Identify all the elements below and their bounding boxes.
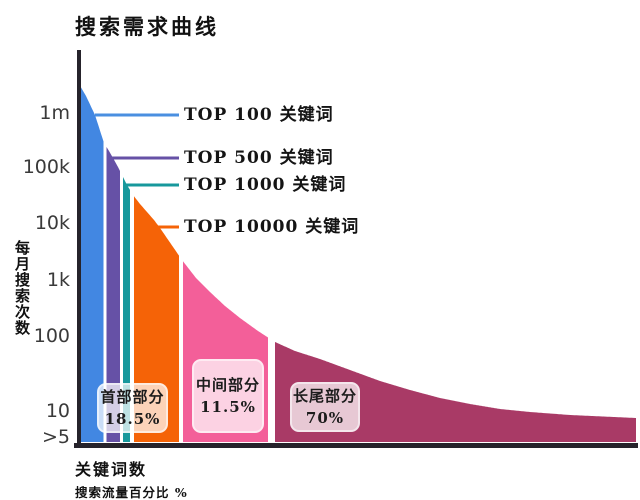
top-500-band — [106, 147, 120, 442]
section-percent: 18.5% — [104, 410, 161, 428]
section-box: 长尾部分 70% — [290, 382, 360, 432]
legend-label: TOP 100 关键词 — [184, 105, 334, 125]
top-10000-band — [134, 196, 179, 442]
y-tick-label: >5 — [41, 426, 70, 448]
section-percent: 11.5% — [200, 398, 256, 416]
section-name: 长尾部分 — [292, 387, 357, 405]
y-axis-title: 每月搜索次数 — [13, 240, 31, 336]
section-box: 首部部分 18.5% — [97, 383, 168, 433]
x-axis-line — [74, 443, 638, 448]
traffic-percent-footnote: 搜索流量百分比 % — [75, 485, 188, 500]
y-tick-label: 10k — [34, 212, 70, 234]
legend-label: TOP 500 关键词 — [184, 148, 334, 168]
long-tail-band — [275, 342, 636, 442]
section-name: 中间部分 — [195, 376, 260, 394]
y-tick-label: 100k — [22, 156, 70, 178]
section-box: 中间部分 11.5% — [192, 359, 264, 433]
y-axis-line — [77, 50, 81, 448]
x-axis-title: 关键词数 — [75, 460, 148, 479]
y-tick-label: 100 — [33, 325, 70, 347]
y-tick-label: 10 — [45, 400, 70, 422]
top-1000-band — [123, 177, 130, 442]
section-name: 首部部分 — [100, 388, 165, 406]
section-percent: 70% — [305, 409, 345, 427]
chart-title: 搜索需求曲线 — [75, 14, 219, 39]
legend-label: TOP 1000 关键词 — [184, 175, 347, 195]
y-tick-label: 1m — [39, 102, 70, 124]
legend-label: TOP 10000 关键词 — [184, 217, 360, 237]
y-tick-label: 1k — [46, 269, 70, 291]
top-100-band — [81, 87, 104, 443]
